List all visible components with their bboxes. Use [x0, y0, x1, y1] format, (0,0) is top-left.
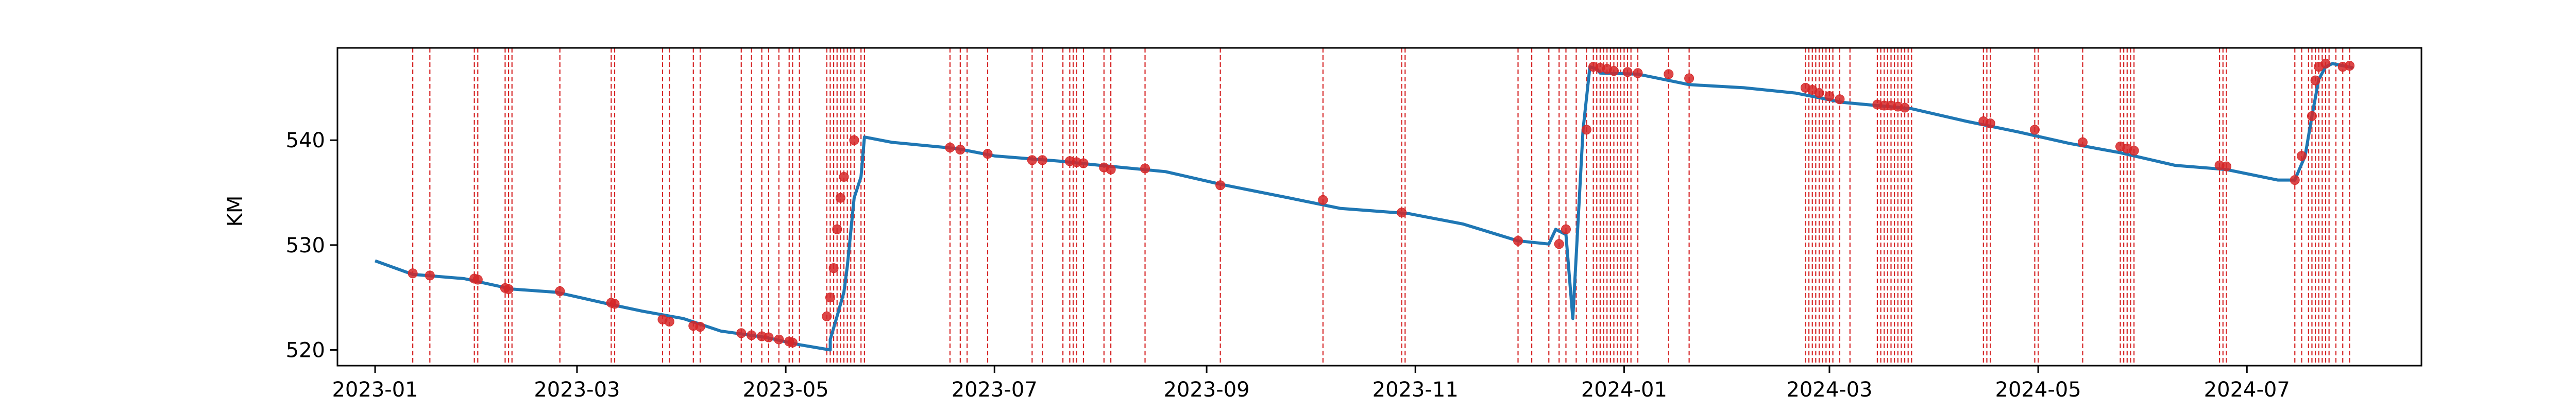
data-point: [1622, 67, 1633, 77]
data-point: [1078, 158, 1089, 168]
data-point: [822, 311, 832, 321]
data-point: [2129, 146, 2139, 156]
event-lines: [412, 48, 2350, 366]
x-axis: 2023-01 2023-03 2023-05 2023-07 2023-09 2023-…: [332, 366, 2290, 402]
data-point: [955, 145, 965, 155]
x-tick-label: 2023-09: [1164, 378, 1250, 402]
y-tick-label: 520: [286, 338, 325, 362]
data-point: [664, 316, 674, 327]
data-point: [2310, 75, 2320, 85]
y-tick-label: 540: [286, 129, 325, 152]
data-point: [425, 270, 435, 281]
x-tick-label: 2024-07: [2204, 378, 2290, 402]
marker-layer: [408, 59, 2355, 348]
data-point: [609, 299, 620, 309]
data-point: [2307, 111, 2317, 121]
data-point: [839, 171, 849, 182]
data-point: [1900, 102, 1910, 113]
x-tick-label: 2023-01: [332, 378, 418, 402]
data-point: [555, 286, 565, 296]
data-point: [736, 328, 747, 338]
data-point: [982, 149, 993, 159]
data-point: [503, 284, 514, 294]
data-point: [1397, 208, 1407, 218]
data-point: [2029, 125, 2040, 135]
data-point: [2077, 137, 2088, 147]
x-tick-label: 2024-03: [1786, 378, 1872, 402]
data-point: [1581, 125, 1591, 135]
x-tick-label: 2024-01: [1581, 378, 1667, 402]
data-point: [1561, 224, 1571, 234]
data-point: [849, 135, 859, 145]
data-point: [1554, 239, 1564, 249]
data-point: [1106, 164, 1116, 175]
data-point: [1684, 73, 1694, 83]
data-point: [764, 332, 774, 342]
series-line: [375, 62, 2353, 352]
data-point: [1985, 118, 1995, 129]
data-point: [1824, 91, 1835, 101]
data-point: [408, 268, 418, 279]
data-point: [835, 193, 845, 203]
data-point: [1318, 195, 1328, 205]
data-point: [747, 330, 757, 340]
data-point: [1513, 236, 1523, 246]
data-point: [1140, 163, 1150, 174]
data-point: [1835, 94, 1845, 105]
data-point: [832, 224, 842, 234]
x-tick-label: 2023-11: [1372, 378, 1459, 402]
data-point: [787, 337, 798, 348]
x-tick-label: 2024-05: [1995, 378, 2081, 402]
data-point: [945, 142, 955, 152]
data-point: [1037, 155, 1047, 165]
plot-area-frame: [336, 47, 2422, 367]
y-axis: 520 530 540: [286, 129, 337, 362]
data-point: [2320, 59, 2331, 69]
data-point: [2221, 161, 2231, 171]
x-tick-label: 2023-07: [952, 378, 1038, 402]
data-point: [828, 263, 839, 273]
data-point: [1633, 68, 1643, 78]
data-point: [1215, 180, 1226, 191]
data-point: [1814, 88, 1824, 98]
series-line-layer: [375, 62, 2353, 352]
y-tick-label: 530: [286, 234, 325, 258]
data-point: [774, 334, 784, 345]
data-point: [1664, 69, 1674, 79]
data-point: [2290, 175, 2300, 185]
y-axis-title: KM: [224, 196, 247, 227]
data-point: [1027, 155, 1037, 165]
data-point: [825, 293, 835, 303]
data-point: [2297, 151, 2307, 161]
data-point: [1608, 66, 1619, 76]
data-point: [472, 274, 483, 285]
data-point: [695, 322, 705, 332]
x-tick-label: 2023-03: [534, 378, 620, 402]
data-point: [2345, 61, 2355, 71]
x-tick-label: 2023-05: [743, 378, 829, 402]
